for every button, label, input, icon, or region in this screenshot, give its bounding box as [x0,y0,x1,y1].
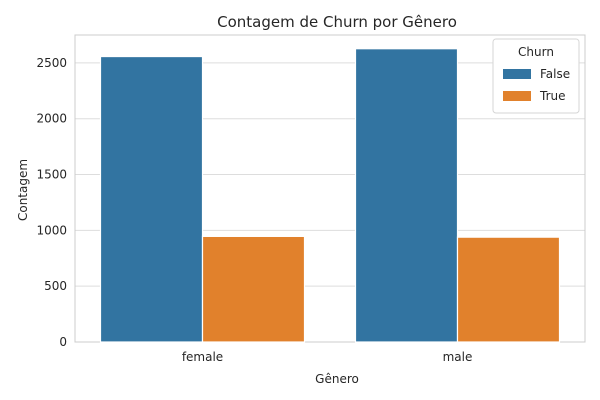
y-tick-label: 2500 [36,56,67,70]
y-axis-ticks: 0 500 1000 1500 2000 2500 [36,56,67,349]
plot-area-frame [74,34,586,343]
x-tick-label: female [182,350,223,364]
chart-title: Contagem de Churn por Gênero [217,13,457,31]
y-tick-label: 1500 [36,168,67,182]
legend-swatch-false [503,69,531,79]
bar-male-false [354,48,459,343]
y-axis-label: Contagem [16,159,30,221]
legend: Churn False True [492,38,580,114]
legend-title: Churn [518,45,554,59]
y-tick-label: 2000 [36,112,67,126]
bar-female-false [99,55,204,343]
y-tick-label: 500 [44,279,67,293]
x-axis-ticks: female male [182,350,473,364]
legend-items: False True [503,67,570,103]
y-tick-label: 0 [59,335,67,349]
bar-female-true [201,235,306,343]
legend-swatch-true [503,91,531,101]
y-tick-label: 1000 [36,223,67,237]
legend-label-false: False [540,67,570,81]
x-tick-label: male [443,350,473,364]
bar-male-true [456,236,561,343]
bars [99,48,561,343]
legend-label-true: True [539,89,566,103]
x-axis-label: Gênero [315,372,359,386]
